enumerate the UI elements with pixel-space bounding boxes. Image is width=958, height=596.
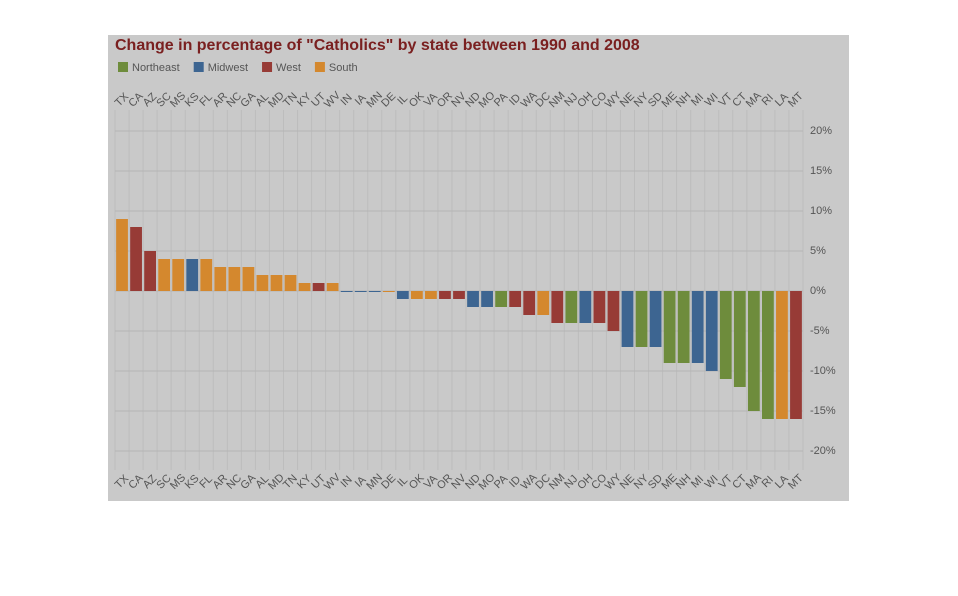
bar (200, 259, 213, 291)
bar (453, 291, 465, 299)
bar (425, 291, 437, 299)
bar (495, 291, 508, 307)
bar (144, 251, 156, 291)
bar (186, 259, 199, 291)
y-tick-label: 10% (810, 205, 832, 217)
y-tick-label: -5% (810, 325, 830, 337)
bar (354, 291, 367, 292)
bar (677, 291, 690, 363)
bar (607, 291, 620, 331)
bar (719, 291, 732, 379)
bar (579, 291, 592, 323)
y-tick-label: 15% (810, 165, 832, 177)
y-tick-label: -15% (810, 405, 836, 417)
bar (691, 291, 704, 363)
bar (158, 259, 171, 291)
bar (172, 259, 185, 291)
bar (130, 227, 142, 291)
bar (593, 291, 606, 323)
bar (621, 291, 634, 347)
bar (635, 291, 648, 347)
bar (228, 267, 241, 291)
bar (663, 291, 676, 363)
bar (790, 291, 802, 419)
bar (733, 291, 746, 387)
bar (116, 219, 128, 291)
legend-swatch (193, 62, 204, 72)
bar (523, 291, 536, 315)
bar (340, 291, 353, 292)
bar (481, 291, 493, 307)
y-tick-label: 0% (810, 285, 826, 297)
bar (537, 291, 550, 315)
bar (382, 291, 395, 292)
legend-swatch (314, 62, 325, 72)
legend-label: West (276, 62, 301, 74)
bar (509, 291, 522, 307)
chart-title: Change in percentage of "Catholics" by s… (115, 37, 640, 54)
bar (551, 291, 564, 323)
y-tick-label: 5% (810, 245, 826, 257)
bar (467, 291, 479, 307)
legend-label: Northeast (132, 62, 180, 74)
bar (762, 291, 774, 419)
bar (565, 291, 578, 323)
bar (270, 275, 283, 291)
bar (368, 291, 381, 292)
bar (705, 291, 718, 371)
legend-swatch (118, 62, 128, 72)
legend-label: Midwest (208, 62, 248, 74)
bar (284, 275, 297, 291)
bar (312, 283, 325, 291)
bar (649, 291, 662, 347)
y-tick-label: 20% (810, 125, 832, 137)
bar (410, 291, 423, 299)
y-tick-label: -20% (810, 445, 836, 457)
bar (242, 267, 255, 291)
legend-label: South (329, 62, 358, 74)
legend-swatch (262, 62, 273, 72)
bar (747, 291, 760, 411)
bar (214, 267, 227, 291)
bar (439, 291, 451, 299)
bar (298, 283, 311, 291)
y-tick-label: -10% (810, 365, 836, 377)
bar (326, 283, 339, 291)
bar (396, 291, 409, 299)
bar (776, 291, 788, 419)
bar (256, 275, 269, 291)
